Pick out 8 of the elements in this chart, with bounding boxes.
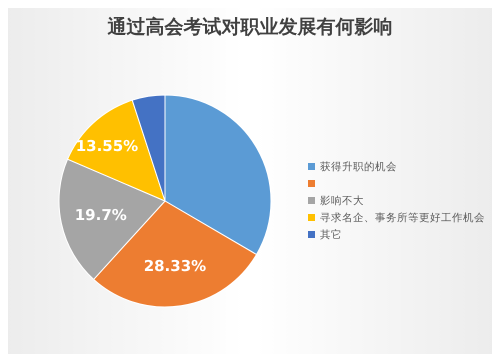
legend-label: 其它 (320, 228, 342, 242)
data-label: 19.7% (74, 206, 127, 224)
data-label: 28.33% (144, 256, 206, 275)
legend-label: 寻求名企、事务所等更好工作机会 (320, 210, 485, 224)
data-label: 13.55% (76, 137, 138, 156)
chart-title: 通过高会考试对职业发展有何影响 (106, 15, 394, 40)
legend-label: 获得升职的机会 (320, 160, 397, 174)
legend-label: 影响不大 (320, 194, 364, 208)
